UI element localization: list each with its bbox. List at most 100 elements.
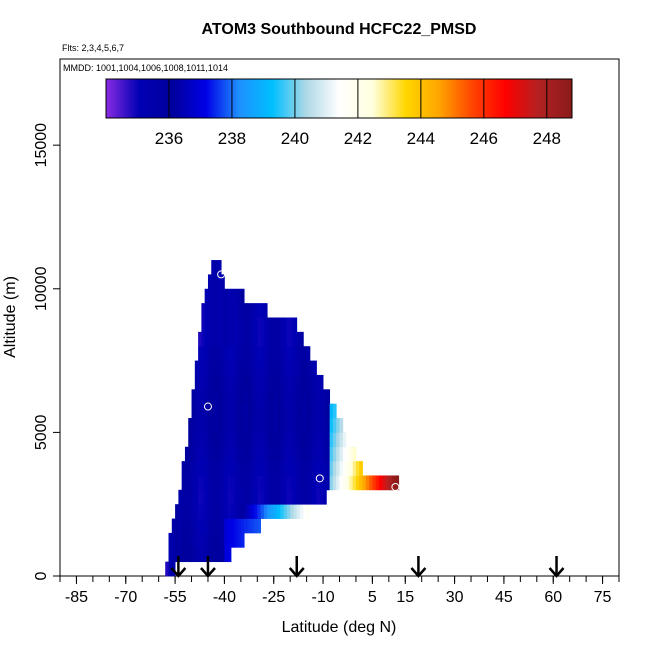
- heatmap-cell: [329, 432, 334, 448]
- heatmap-cell: [303, 446, 308, 462]
- heatmap-cell: [267, 403, 271, 419]
- heatmap-cell: [250, 504, 255, 519]
- heatmap-cell: [303, 461, 308, 476]
- heatmap-cell: [273, 331, 278, 347]
- heatmap-cell: [329, 446, 334, 462]
- heatmap-cell: [254, 374, 258, 390]
- heatmap-cell: [240, 475, 245, 491]
- heatmap-cell: [188, 547, 192, 563]
- heatmap-cell: [198, 461, 202, 476]
- heatmap-cell: [280, 432, 284, 448]
- heatmap-cell: [204, 518, 209, 534]
- heatmap-cell: [201, 331, 206, 347]
- heatmap-cell: [296, 374, 301, 390]
- heatmap-cell: [237, 461, 242, 476]
- heatmap-cell: [207, 403, 212, 419]
- heatmap-cell: [230, 489, 235, 505]
- heatmap-cell: [211, 432, 215, 448]
- heatmap-cell: [247, 461, 252, 476]
- heatmap-cell: [319, 475, 324, 491]
- heatmap-cell: [283, 331, 288, 347]
- heatmap-cell: [188, 532, 192, 548]
- dates-label: MMDD: 1001,1004,1006,1008,1011,1014: [63, 63, 228, 73]
- heatmap-cell: [171, 518, 176, 534]
- heatmap-cell: [257, 317, 261, 333]
- heatmap-cell: [277, 317, 281, 333]
- heatmap-cell: [309, 418, 314, 433]
- heatmap-cell: [194, 418, 199, 433]
- heatmap-cell: [349, 446, 354, 462]
- heatmap-cell: [184, 532, 189, 548]
- heatmap-cell: [214, 446, 219, 462]
- heatmap-cell: [316, 403, 321, 419]
- heatmap-cell: [227, 461, 232, 476]
- heatmap-cell: [234, 303, 238, 318]
- heatmap-cell: [319, 418, 324, 433]
- heatmap-cell: [309, 432, 314, 448]
- heatmap-cell: [263, 418, 268, 433]
- heatmap-cell: [244, 504, 248, 519]
- colorbar-tick-label: 236: [155, 129, 183, 148]
- heatmap-cell: [217, 274, 222, 290]
- heatmap-cell: [227, 518, 232, 534]
- heatmap-cell: [194, 446, 199, 462]
- heatmap-cell: [221, 446, 225, 462]
- heatmap-cell: [211, 547, 215, 563]
- heatmap-cell: [319, 432, 324, 448]
- heatmap-cell: [332, 461, 337, 476]
- x-tick-label: 30: [446, 589, 464, 606]
- heatmap-cell: [201, 389, 206, 405]
- heatmap-cell: [342, 475, 347, 491]
- heatmap-cell: [214, 360, 219, 376]
- heatmap-cell: [277, 489, 281, 505]
- heatmap-cell: [234, 418, 238, 433]
- heatmap-cell: [303, 432, 308, 448]
- heatmap-cell: [171, 532, 176, 548]
- heatmap-cell: [234, 532, 238, 548]
- heatmap-cell: [230, 504, 235, 519]
- heatmap-cell: [270, 374, 275, 390]
- heatmap-cell: [270, 446, 275, 462]
- heatmap-cell: [286, 331, 291, 347]
- heatmap-cell: [224, 461, 229, 476]
- heatmap-cell: [224, 346, 229, 361]
- heatmap-cell: [277, 389, 281, 405]
- heatmap-cell: [234, 403, 238, 419]
- heatmap-cell: [254, 489, 258, 505]
- heatmap-cell: [191, 403, 196, 419]
- heatmap-cell: [342, 461, 347, 476]
- heatmap-cell: [260, 446, 265, 462]
- x-tick-label: 60: [544, 589, 562, 606]
- heatmap-cell: [323, 432, 327, 448]
- heatmap-cell: [273, 374, 278, 390]
- heatmap-cell: [286, 317, 291, 333]
- heatmap-cell: [313, 403, 317, 419]
- heatmap-cell: [250, 475, 255, 491]
- heatmap-cell: [227, 374, 232, 390]
- heatmap-cell: [204, 432, 209, 448]
- heatmap-cell: [306, 403, 311, 419]
- heatmap-cell: [250, 389, 255, 405]
- heatmap-cell: [214, 489, 219, 505]
- heatmap-cell: [286, 504, 291, 519]
- colorbar-tick-label: 238: [218, 129, 246, 148]
- heatmap-cell: [211, 374, 215, 390]
- heatmap-cell: [230, 461, 235, 476]
- heatmap-cell: [309, 489, 314, 505]
- heatmap-cell: [303, 374, 308, 390]
- x-tick-label: -55: [164, 589, 187, 606]
- heatmap-cell: [352, 475, 357, 491]
- x-axis-label: Latitude (deg N): [282, 619, 397, 636]
- heatmap-cell: [237, 403, 242, 419]
- heatmap-cell: [293, 389, 298, 405]
- heatmap-cell: [244, 518, 248, 534]
- heatmap-cell: [198, 403, 202, 419]
- heatmap-cell: [257, 374, 261, 390]
- heatmap-cell: [392, 475, 396, 491]
- heatmap-cell: [296, 418, 301, 433]
- heatmap-cell: [204, 475, 209, 491]
- heatmap-cell: [260, 432, 265, 448]
- heatmap-cell: [313, 418, 317, 433]
- heatmap-cell: [296, 461, 301, 476]
- heatmap-cell: [237, 346, 242, 361]
